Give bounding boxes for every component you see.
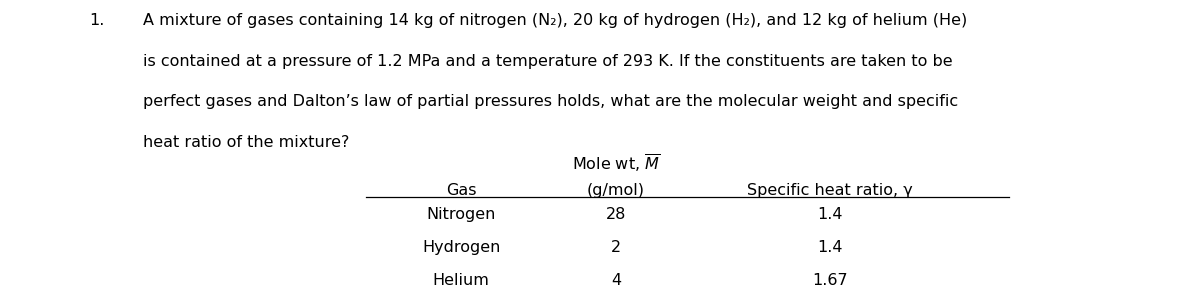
Text: heat ratio of the mixture?: heat ratio of the mixture? <box>143 135 349 150</box>
Text: 1.4: 1.4 <box>817 207 842 222</box>
Text: Nitrogen: Nitrogen <box>426 207 496 222</box>
Text: 28: 28 <box>606 207 626 222</box>
Text: 2: 2 <box>611 240 620 255</box>
Text: A mixture of gases containing 14 kg of nitrogen (N₂), 20 kg of hydrogen (H₂), an: A mixture of gases containing 14 kg of n… <box>143 14 967 28</box>
Text: Gas: Gas <box>446 183 476 198</box>
Text: 1.: 1. <box>90 14 106 28</box>
Text: 1.4: 1.4 <box>817 240 842 255</box>
Text: 4: 4 <box>611 273 620 289</box>
Text: Helium: Helium <box>433 273 490 289</box>
Text: Hydrogen: Hydrogen <box>422 240 500 255</box>
Text: Mole wt, $\overline{M}$: Mole wt, $\overline{M}$ <box>571 152 660 174</box>
Text: is contained at a pressure of 1.2 MPa and a temperature of 293 K. If the constit: is contained at a pressure of 1.2 MPa an… <box>143 54 953 69</box>
Text: perfect gases and Dalton’s law of partial pressures holds, what are the molecula: perfect gases and Dalton’s law of partia… <box>143 94 959 109</box>
Text: (g/mol): (g/mol) <box>587 183 644 198</box>
Text: Specific heat ratio, γ: Specific heat ratio, γ <box>748 183 913 198</box>
Text: 1.67: 1.67 <box>812 273 848 289</box>
